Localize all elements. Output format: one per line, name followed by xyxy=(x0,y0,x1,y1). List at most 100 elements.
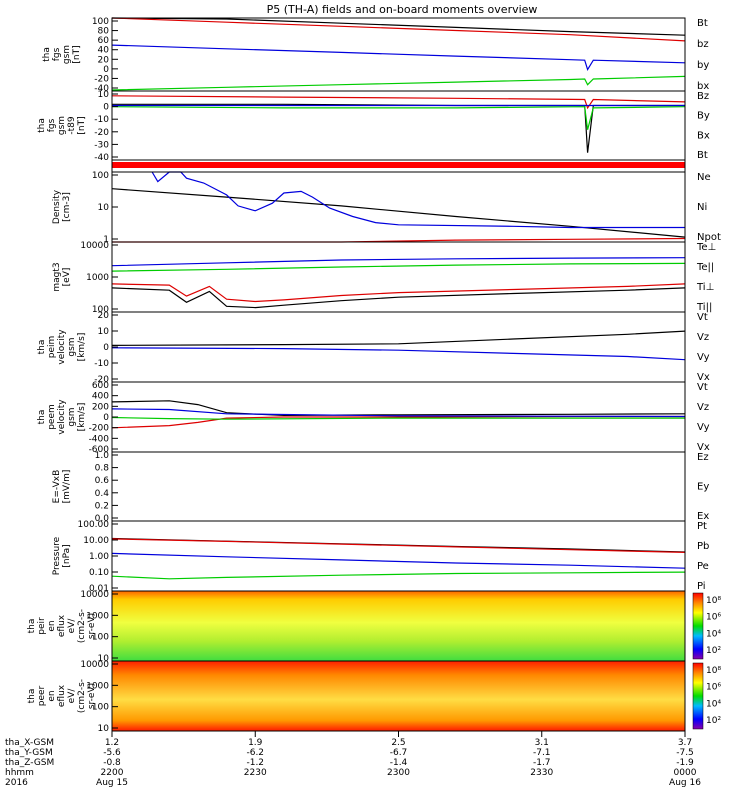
x-row-label: tha_Z-GSM xyxy=(5,758,54,768)
y-tick-label: -20 xyxy=(94,375,109,385)
panel-frame xyxy=(111,90,686,161)
x-tick-label-x: 3.1 xyxy=(535,738,549,748)
x-tick-label-hhmm: 2230 xyxy=(244,768,267,778)
y-tick-label: 1000 xyxy=(86,681,109,691)
legend-Vy: Vy xyxy=(697,422,710,433)
series-Bz xyxy=(111,95,686,110)
panel-frame xyxy=(111,241,686,313)
colorbar xyxy=(692,662,704,730)
y-axis-label: gsm xyxy=(67,337,77,356)
y-tick-label: 0 xyxy=(103,343,109,353)
y-tick-label: -20 xyxy=(94,128,109,138)
y-axis-label: [km/s] xyxy=(77,333,87,362)
y-tick-label: 0.2 xyxy=(95,501,109,511)
y-axis-label: eV/ xyxy=(67,688,77,704)
y-tick-label: 400 xyxy=(92,392,109,402)
y-tick-label: 100 xyxy=(92,171,109,181)
y-tick-label: 100.00 xyxy=(78,520,110,530)
legend-Ey: Ey xyxy=(697,482,709,493)
y-axis-label: fgs xyxy=(47,118,57,132)
y-tick-label: 80 xyxy=(98,27,110,37)
legend-Vz: Vz xyxy=(697,332,709,343)
panel-pressure: Pt Pb Pe Pi 100.00 10.00 1.00 0.10 0.01 Pressure[… xyxy=(52,520,709,594)
y-tick-label: 10 xyxy=(98,90,110,100)
y-axis-label: peer xyxy=(37,685,47,706)
y-axis-label: sr-eV) xyxy=(87,683,97,709)
y-tick-label: 200 xyxy=(92,402,109,412)
series-By xyxy=(111,106,686,130)
colorbar-tick-label: 10⁴ xyxy=(706,699,721,709)
y-axis-label: velocity xyxy=(57,329,67,365)
y-tick-label: -30 xyxy=(94,140,109,150)
y-axis-label: Pressure xyxy=(52,536,62,575)
y-axis-label: en xyxy=(47,690,57,701)
y-tick-label: 0.10 xyxy=(89,568,109,578)
y-axis-label: eflux xyxy=(57,614,67,637)
series-Vt xyxy=(111,400,686,417)
legend-Pt: Pt xyxy=(697,521,707,532)
y-axis-label: [mV/m] xyxy=(62,470,72,504)
y-tick-label: 0 xyxy=(103,103,109,113)
series-Te⊥ xyxy=(111,283,686,303)
y-tick-label: 0.8 xyxy=(95,464,110,474)
y-tick-label: 10.00 xyxy=(83,536,109,546)
panel-frame xyxy=(111,311,686,383)
y-tick-label: -10 xyxy=(94,115,109,125)
heatmap-image xyxy=(112,661,685,731)
colorbar xyxy=(692,592,704,660)
legend-Vx: Vx xyxy=(697,372,710,383)
panel-frame xyxy=(111,171,686,243)
y-tick-label: 20 xyxy=(98,311,110,321)
figure-title: P5 (TH-A) fields and on-board moments ov… xyxy=(267,3,538,16)
series-Pb xyxy=(111,538,686,553)
colorbar-tick-label: 10² xyxy=(706,646,721,656)
y-axis-label: [nT] xyxy=(77,116,87,134)
series-bx xyxy=(111,44,686,72)
legend-Ti⊥: Ti⊥ xyxy=(696,282,714,293)
legend-Ni: Ni xyxy=(697,202,707,213)
y-tick-label: 1.0 xyxy=(95,451,110,461)
y-axis-label: eflux xyxy=(57,684,67,707)
series-Npot xyxy=(151,171,685,229)
x-tick-label-z: -1.4 xyxy=(390,758,408,768)
y-tick-label: -40 xyxy=(94,153,109,163)
series-Vx xyxy=(111,408,686,418)
y-tick-label: 40 xyxy=(98,46,110,56)
x-tick-label-y: -7.5 xyxy=(676,748,694,758)
x-tick-label-date: Aug 16 xyxy=(669,778,701,788)
x-tick-label-x: 3.7 xyxy=(678,738,692,748)
legend-Ez: Ez xyxy=(697,452,709,463)
y-tick-label: -200 xyxy=(89,424,110,434)
series-Pi xyxy=(111,552,686,569)
x-tick-label-date: Aug 15 xyxy=(96,778,128,788)
y-axis-label: tha xyxy=(37,118,47,133)
series-Ne xyxy=(112,237,686,243)
colorbar-tick-label: 10⁸ xyxy=(706,596,721,606)
series-bz xyxy=(111,17,686,42)
y-axis-label: gsm xyxy=(57,116,67,135)
y-axis-label: tha xyxy=(27,689,37,704)
legend-Bt: Bt xyxy=(697,150,708,161)
y-tick-label: 10000 xyxy=(80,660,109,670)
y-tick-label: 10 xyxy=(98,203,110,213)
x-tick-label-x: 1.9 xyxy=(248,738,263,748)
series-Ti⊥ xyxy=(111,257,686,267)
fgs-status-bar xyxy=(112,162,685,168)
panel-temperature: Te⊥ Te|| Ti⊥ Ti|| 10000 1000 100 magt3 [eV] xyxy=(52,241,716,315)
y-tick-label: 10 xyxy=(98,724,110,734)
x-tick-label-x: 2.5 xyxy=(391,738,405,748)
x-row-label: tha_Y-GSM xyxy=(5,748,53,758)
y-tick-label: 0 xyxy=(103,413,109,423)
x-row-label: 2016 xyxy=(5,778,28,788)
x-tick-label-y: -6.2 xyxy=(246,748,264,758)
y-tick-label: 0.6 xyxy=(95,476,110,486)
y-tick-label: 1.00 xyxy=(89,552,109,562)
legend-Bz: Bz xyxy=(697,91,709,102)
y-tick-label: 100 xyxy=(92,305,109,315)
y-tick-label: 60 xyxy=(98,36,110,46)
y-axis-label: tha xyxy=(42,47,52,62)
y-axis-label: E=-VxB xyxy=(52,470,62,504)
y-tick-label: 10 xyxy=(98,654,110,664)
